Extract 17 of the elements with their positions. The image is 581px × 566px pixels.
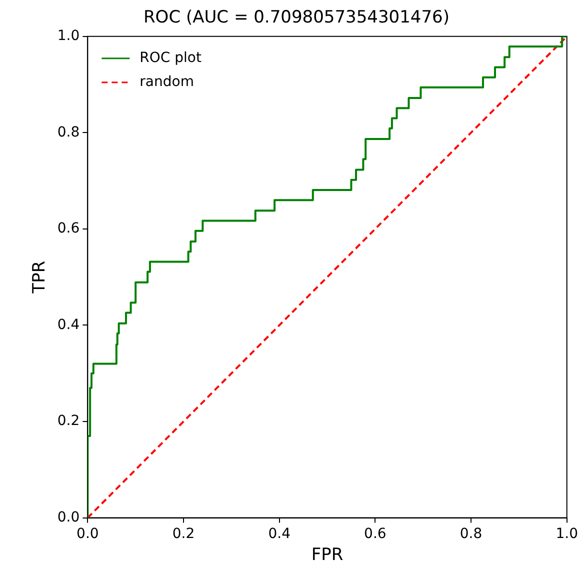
legend-label: ROC plot	[140, 50, 202, 66]
y-tick-label: 0.2	[57, 413, 80, 430]
y-axis-title: TPR	[30, 260, 50, 294]
x-tick-label: 0.6	[364, 526, 386, 542]
x-tick-label: 0.2	[172, 526, 195, 542]
x-tick-label: 1.0	[556, 526, 578, 542]
y-tick-label: 0.0	[57, 509, 80, 526]
legend-label: random	[140, 74, 194, 90]
y-tick-label: 0.4	[57, 316, 80, 333]
x-tick-label: 0.8	[460, 526, 482, 542]
chart-title: ROC (AUC = 0.7098057354301476)	[144, 8, 450, 28]
x-axis-title: FPR	[311, 545, 344, 566]
x-tick-label: 0.4	[268, 526, 291, 542]
y-tick-label: 1.0	[57, 28, 80, 44]
x-tick-label: 0.0	[76, 526, 99, 542]
y-tick-label: 0.8	[57, 124, 80, 140]
y-tick-label: 0.6	[57, 220, 80, 237]
